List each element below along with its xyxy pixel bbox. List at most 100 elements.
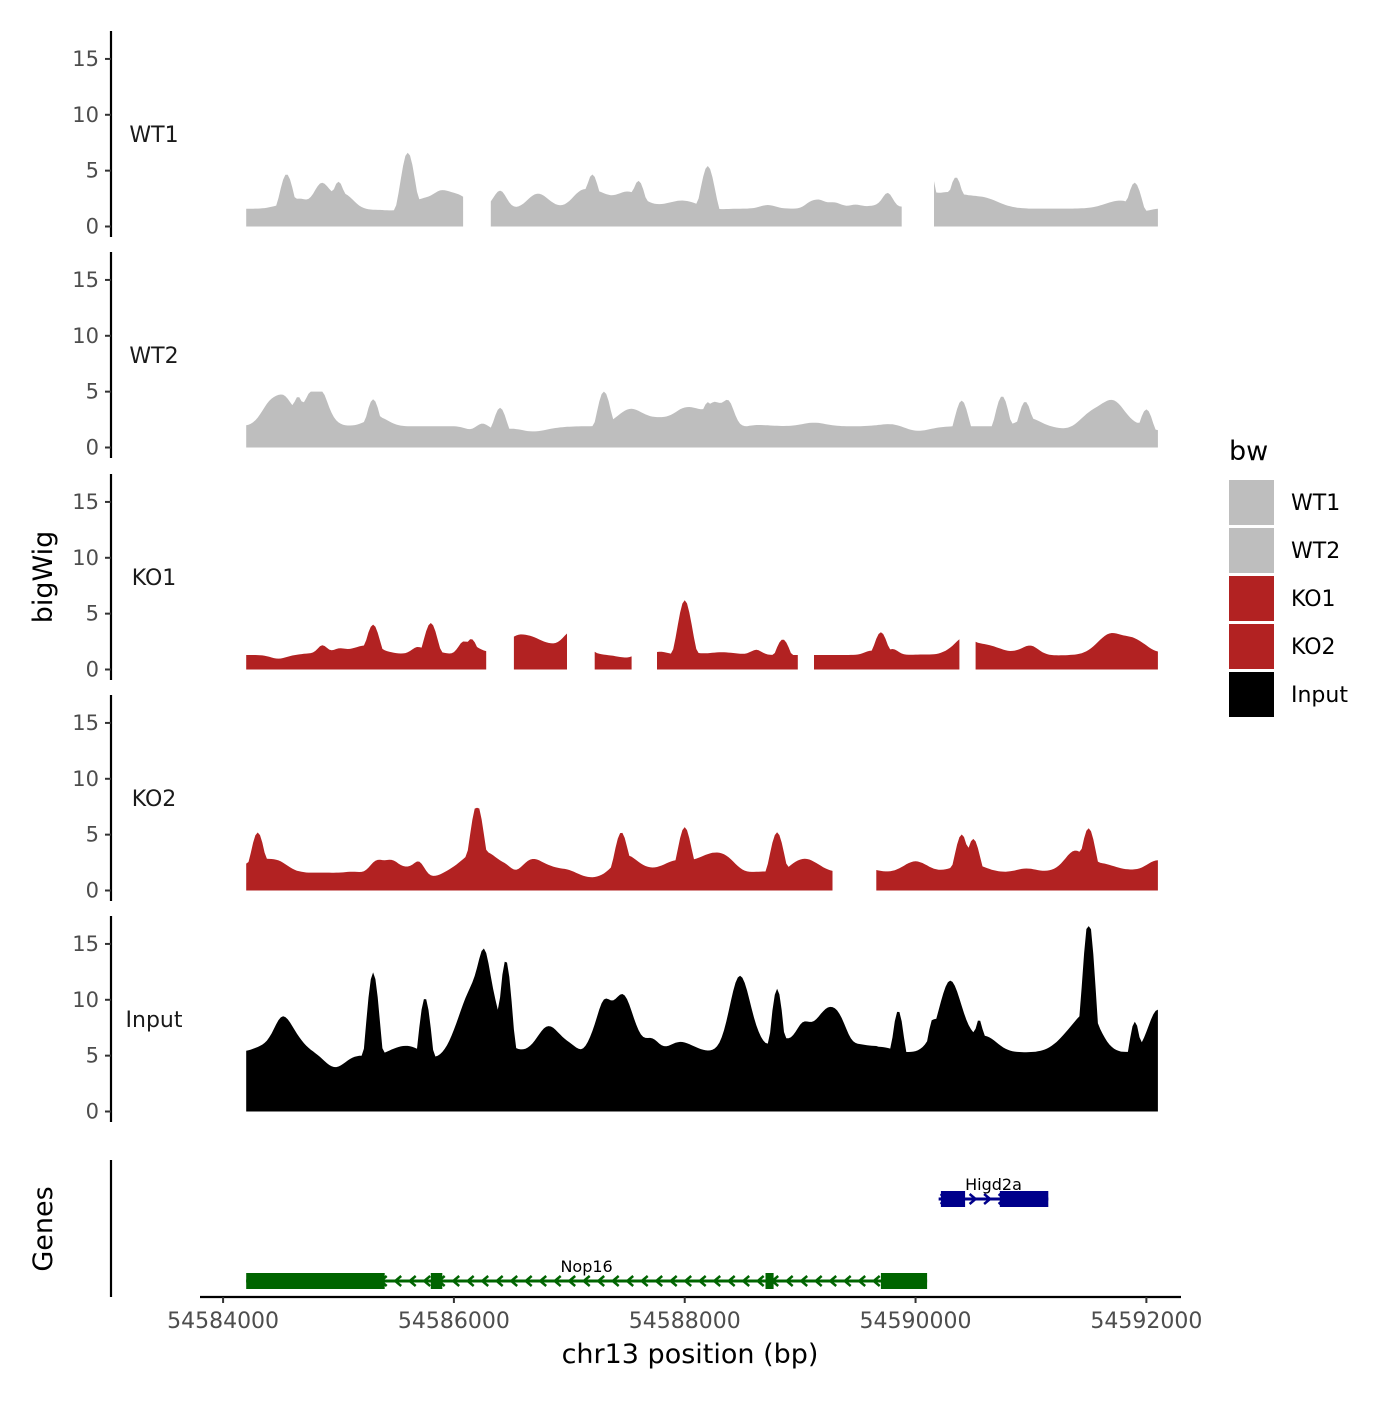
track-label-wt2: WT2 (129, 344, 178, 369)
gene-panel: Higd2a Nop16 (109, 1160, 1049, 1297)
track-label-ko1: KO1 (132, 566, 177, 591)
strand-arrow-icon (552, 1275, 562, 1287)
legend-item-input: Input (1229, 672, 1348, 717)
y-tick-label: 5 (86, 602, 99, 626)
y-tick-label: 5 (86, 823, 99, 847)
legend-swatch (1229, 528, 1274, 573)
track-panels: 0 5 10 15 WT1 0 5 10 15 WT2 0 5 10 15 KO1 0 5 10 15 KO2 0 5 10… (72, 31, 1158, 1124)
x-axis-label: chr13 position (bp) (562, 1339, 819, 1370)
strand-arrow-icon (842, 1275, 852, 1287)
y-tick-label: 15 (72, 490, 99, 514)
strand-arrow-icon (871, 1275, 881, 1287)
strand-arrow-icon (712, 1275, 722, 1287)
y-tick-label: 0 (86, 215, 99, 239)
exon (246, 1273, 385, 1289)
legend-label: WT2 (1291, 539, 1340, 564)
strand-arrow-icon (465, 1275, 475, 1287)
strand-arrow-icon (983, 1193, 993, 1205)
legend-swatch (1229, 480, 1274, 525)
strand-arrow-icon (968, 1193, 978, 1205)
strand-arrow-icon (683, 1275, 693, 1287)
strand-arrow-icon (523, 1275, 533, 1287)
track-label-wt1: WT1 (129, 123, 178, 148)
exon (999, 1191, 1049, 1207)
y-tick-label: 10 (72, 546, 99, 570)
legend-item-ko1: KO1 (1229, 576, 1336, 621)
y-tick-label: 10 (72, 103, 99, 127)
y-tick-label: 0 (86, 1100, 99, 1124)
signal-area-wt1 (934, 177, 1158, 227)
strand-arrow-icon (625, 1275, 635, 1287)
gene-higd2a: Higd2a (938, 1175, 1049, 1207)
y-tick-label: 15 (72, 268, 99, 292)
strand-arrow-icon (596, 1275, 606, 1287)
strand-arrow-icon (813, 1275, 823, 1287)
signal-area-ko1 (594, 651, 632, 670)
track-panel-wt1: 0 5 10 15 WT1 (72, 31, 1158, 239)
strand-arrow-icon (668, 1275, 678, 1287)
track-panel-ko2: 0 5 10 15 KO2 (72, 695, 1158, 903)
strand-arrow-icon (639, 1275, 649, 1287)
track-label-input: Input (126, 1008, 183, 1033)
x-tick-label: 54590000 (860, 1309, 972, 1334)
strand-arrow-icon (697, 1275, 707, 1287)
track-panel-ko1: 0 5 10 15 KO1 (72, 474, 1158, 682)
strand-arrow-icon (451, 1275, 461, 1287)
y-tick-label: 15 (72, 47, 99, 71)
strand-arrow-icon (799, 1275, 809, 1287)
strand-arrow-icon (741, 1275, 751, 1287)
legend-label: KO2 (1291, 635, 1336, 660)
strand-arrow-icon (480, 1275, 490, 1287)
track-panel-wt2: 0 5 10 15 WT2 (72, 252, 1158, 460)
legend: bw WT1 WT2 KO1 KO2 Input (1229, 436, 1348, 717)
signal-area-ko2 (876, 828, 1158, 891)
legend-label: WT1 (1291, 491, 1340, 516)
gene-name-label: Nop16 (560, 1257, 612, 1276)
strand-arrow-icon (654, 1275, 664, 1287)
strand-arrow-icon (784, 1275, 794, 1287)
x-tick-label: 54584000 (167, 1309, 279, 1334)
legend-item-wt2: WT2 (1229, 528, 1340, 573)
exon (430, 1273, 443, 1289)
y-tick-label: 10 (72, 767, 99, 791)
genes-axis-label: Genes (28, 1186, 59, 1271)
legend-label: Input (1291, 683, 1348, 708)
y-tick-label: 10 (72, 324, 99, 348)
strand-arrow-icon (422, 1275, 432, 1287)
strand-arrow-icon (581, 1275, 591, 1287)
exon (880, 1273, 928, 1289)
signal-area-wt1 (490, 166, 902, 227)
legend-label: KO1 (1291, 587, 1336, 612)
y-tick-label: 10 (72, 988, 99, 1012)
strand-arrow-icon (407, 1275, 417, 1287)
signal-area-ko1 (657, 600, 798, 670)
y-tick-label: 5 (86, 1044, 99, 1068)
y-tick-label: 0 (86, 879, 99, 903)
strand-arrow-icon (726, 1275, 736, 1287)
track-label-ko2: KO2 (132, 787, 177, 812)
strand-arrow-icon (509, 1275, 519, 1287)
strand-arrow-icon (393, 1275, 403, 1287)
x-tick-label: 54588000 (629, 1309, 741, 1334)
gene-name-label: Higd2a (965, 1175, 1022, 1194)
strand-arrow-icon (828, 1275, 838, 1287)
signal-area-ko1 (513, 633, 567, 670)
strand-arrow-icon (755, 1275, 765, 1287)
y-axis-label: bigWig (28, 531, 59, 624)
y-tick-label: 15 (72, 711, 99, 735)
signal-area-input (246, 926, 1158, 1112)
signal-area-ko1 (814, 632, 960, 670)
signal-area-wt2 (246, 391, 1158, 448)
y-tick-label: 5 (86, 159, 99, 183)
strand-arrow-icon (494, 1275, 504, 1287)
legend-swatch (1229, 624, 1274, 669)
y-tick-label: 5 (86, 380, 99, 404)
strand-arrow-icon (857, 1275, 867, 1287)
signal-area-ko1 (246, 623, 487, 670)
legend-item-ko2: KO2 (1229, 624, 1336, 669)
signal-area-wt1 (246, 152, 464, 227)
strand-arrow-icon (567, 1275, 577, 1287)
x-tick-label: 54592000 (1090, 1309, 1202, 1334)
legend-item-wt1: WT1 (1229, 480, 1340, 525)
